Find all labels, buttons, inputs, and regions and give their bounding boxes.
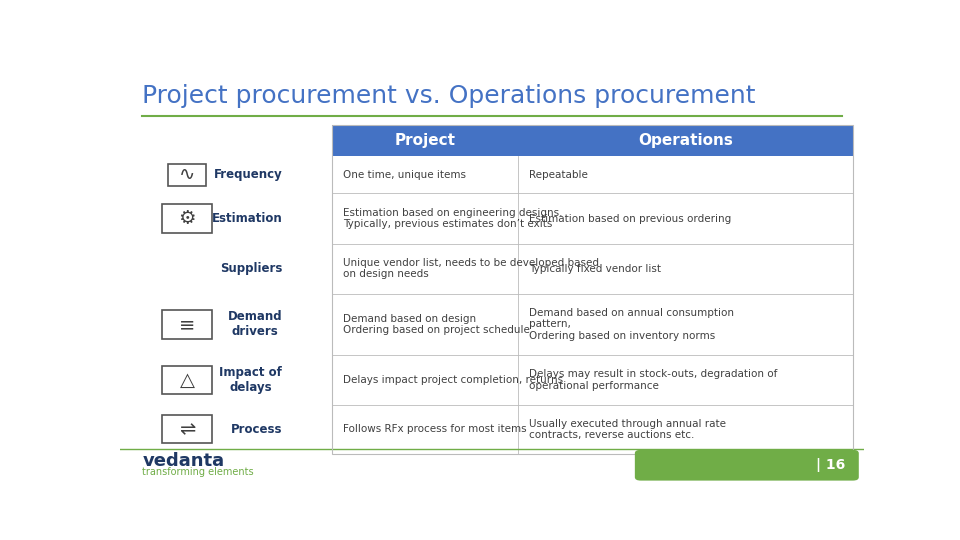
Text: ⚙: ⚙ <box>179 209 196 228</box>
Text: | 16: | 16 <box>816 458 846 472</box>
Text: One time, unique items: One time, unique items <box>344 170 467 180</box>
Text: Process: Process <box>230 423 282 436</box>
Text: Estimation based on previous ordering: Estimation based on previous ordering <box>529 213 732 224</box>
Text: Delays impact project completion, returns: Delays impact project completion, return… <box>344 375 564 385</box>
Bar <box>332 125 852 454</box>
Text: Usually executed through annual rate
contracts, reverse auctions etc.: Usually executed through annual rate con… <box>529 418 726 440</box>
Text: △: △ <box>180 370 195 390</box>
Text: Demand based on annual consumption
pattern,
Ordering based on inventory norms: Demand based on annual consumption patte… <box>529 308 734 341</box>
Text: Typically fixed vendor list: Typically fixed vendor list <box>529 264 661 274</box>
Text: transforming elements: transforming elements <box>142 467 254 477</box>
Text: Operations: Operations <box>638 133 732 148</box>
Text: Demand
drivers: Demand drivers <box>228 310 282 339</box>
Text: Unique vendor list, needs to be developed based
on design needs: Unique vendor list, needs to be develope… <box>344 258 599 280</box>
Text: Demand based on design
Ordering based on project schedule: Demand based on design Ordering based on… <box>344 314 530 335</box>
Text: Project procurement vs. Operations procurement: Project procurement vs. Operations procu… <box>142 84 756 107</box>
Bar <box>332 125 852 156</box>
Text: Estimation based on engineering designs.
Typically, previous estimates don’t exi: Estimation based on engineering designs.… <box>344 208 563 230</box>
FancyBboxPatch shape <box>635 450 859 481</box>
Bar <box>161 366 212 394</box>
Text: Impact of
delays: Impact of delays <box>219 366 282 394</box>
Bar <box>168 164 206 186</box>
Bar <box>161 204 212 233</box>
Text: Project: Project <box>395 133 456 148</box>
Text: vedanta: vedanta <box>142 451 225 470</box>
Text: Estimation: Estimation <box>211 212 282 225</box>
Bar <box>161 310 212 339</box>
Text: ∿: ∿ <box>179 165 195 184</box>
Text: Delays may result in stock-outs, degradation of
operational performance: Delays may result in stock-outs, degrada… <box>529 369 778 391</box>
Bar <box>162 415 212 443</box>
Text: Repeatable: Repeatable <box>529 170 588 180</box>
Text: Follows RFx process for most items: Follows RFx process for most items <box>344 424 527 434</box>
Text: Suppliers: Suppliers <box>220 262 282 275</box>
Text: ⇌: ⇌ <box>179 420 195 439</box>
Text: Frequency: Frequency <box>213 168 282 181</box>
Text: ≡: ≡ <box>179 315 195 334</box>
